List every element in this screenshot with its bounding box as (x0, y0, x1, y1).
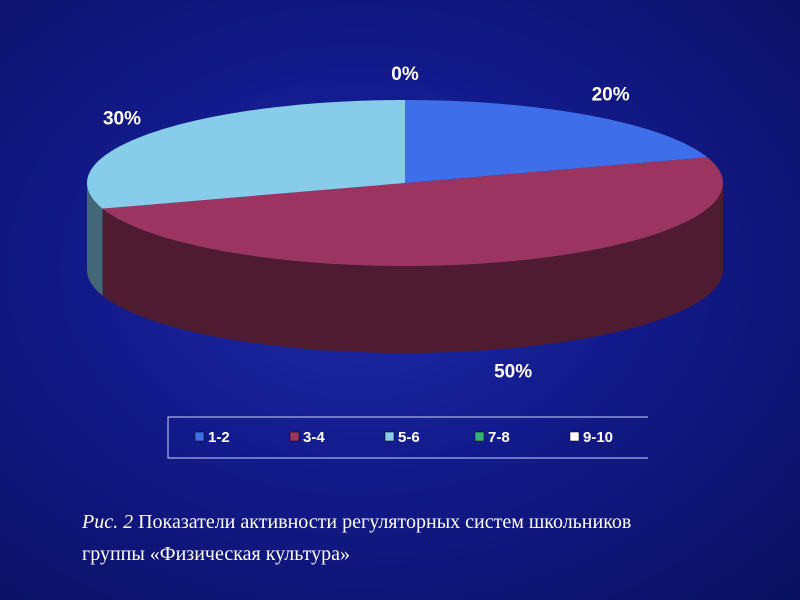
legend-swatch (474, 431, 485, 442)
data-label: 50% (494, 362, 532, 383)
legend-text: 7-8 (488, 429, 510, 446)
legend-text: 1-2 (208, 429, 230, 446)
caption-label: Рис. 2 (82, 511, 134, 533)
data-label: 20% (592, 85, 630, 106)
legend-swatch (384, 431, 395, 442)
legend-text: 3-4 (303, 429, 325, 446)
slice-side (87, 183, 103, 296)
legend-swatch (194, 431, 205, 442)
data-labels: 20% 50% 30% 0% (103, 64, 630, 383)
pie-tops (87, 100, 723, 266)
legend-frame (167, 416, 648, 459)
data-label: 30% (103, 109, 141, 130)
slice-side (102, 183, 723, 353)
slice (405, 100, 708, 183)
slice (87, 100, 405, 209)
legend-swatch (289, 431, 300, 442)
legend-swatch (569, 431, 580, 442)
caption-text: Показатели активности регуляторных систе… (82, 511, 632, 565)
legend-text: 9-10 (583, 429, 613, 446)
pie-sides (87, 183, 723, 353)
chart: 20% 50% 30% 0% 1-2 3-4 5-6 7-8 9-10 (87, 64, 723, 459)
legend-text: 5-6 (398, 429, 420, 446)
data-label: 0% (391, 64, 419, 85)
legend: 1-2 3-4 5-6 7-8 9-10 (194, 429, 613, 446)
caption: Рис. 2 Показатели активности регуляторны… (82, 506, 642, 570)
slice (102, 157, 723, 266)
